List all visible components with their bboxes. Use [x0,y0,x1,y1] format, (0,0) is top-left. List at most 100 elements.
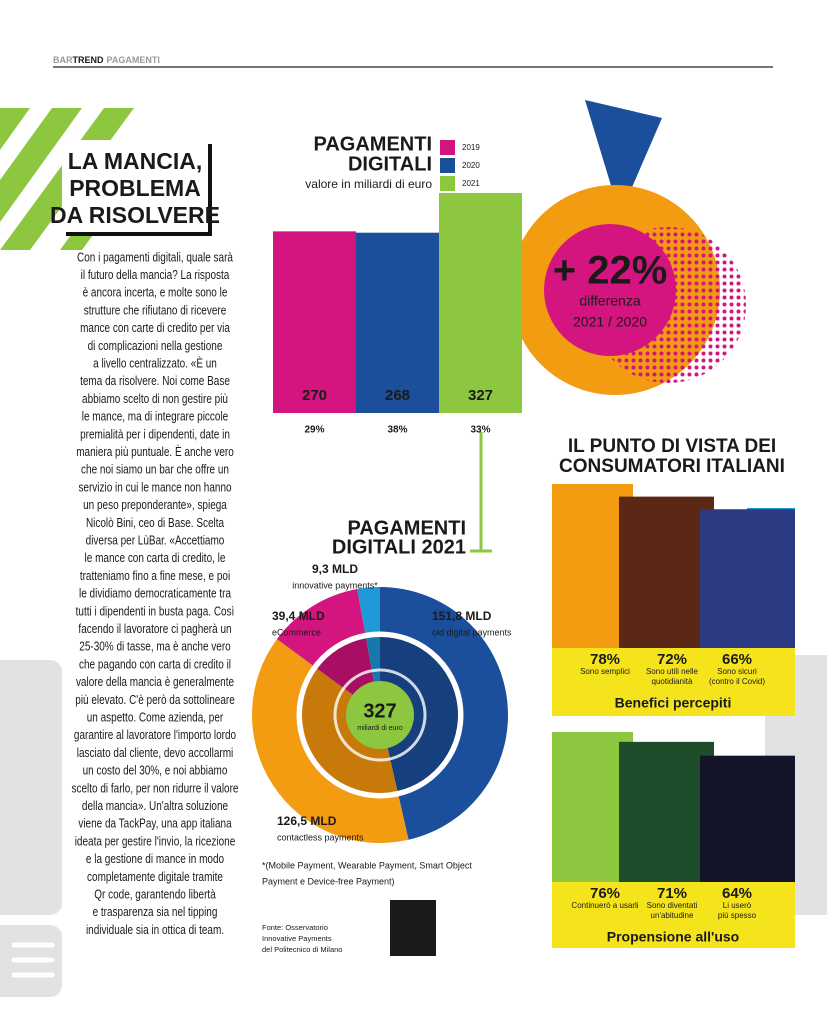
article-title: DA RISOLVERE [50,202,220,228]
body-line: 25-30% di tasse, ma è anche vero [79,641,230,654]
body-line: facendo il lavoratore ci pagherà un [78,623,231,636]
caption: quotidianità [652,677,693,686]
bar [439,193,522,413]
caption: Sono semplici [580,667,630,676]
page-number: 118 [395,904,430,930]
share-label: 29% [304,425,324,436]
value-label: 71% [657,885,687,902]
body-line: e la gestione di mance in modo [86,853,224,866]
body-line: strutture che rifiutano di ricevere [84,304,227,317]
callout-caption: 2021 / 2020 [573,314,647,330]
total-caption: miliardi di euro [357,725,403,732]
ring [296,631,464,799]
caption: Continuerò a usarli [571,901,638,910]
donut-segment [276,589,366,667]
segment-value: 151,8 MLD [432,609,492,623]
article-body: Con i pagamenti digitali, quale sarà il f… [72,251,239,937]
bar [619,496,714,648]
caption: Li userò [723,901,752,910]
source: Innovative Payments [262,934,332,943]
segment-value: 9,3 MLD [312,562,358,576]
body-line: garantire al lavoratore l'importo lordo [74,729,236,742]
chart-subtitle: valore in miliardi di euro [305,177,432,191]
value-label: 268 [385,387,410,404]
chart-title: PAGAMENTI [347,517,466,539]
body-line: più elevato. C'è però da sottolineare [75,694,234,707]
article-title: LA MANCIA, [68,148,203,174]
bar [273,231,356,413]
body-line: le mance con carta di credito, le [85,552,226,565]
center [346,681,414,749]
body-line: Con i pagamenti digitali, quale sarà [77,251,234,264]
page-box [390,900,436,956]
body-line: Nicolò Bini, ceo di Base. Scelta [86,517,225,530]
caption: Sono sicuri [717,667,757,676]
source: del Politecnico di Milano [262,945,342,954]
ring [333,668,427,762]
connector [470,432,492,553]
source: Fonte: Osservatorio [262,923,328,932]
body-line: diversa per LùBar. «Accettiamo [86,535,225,548]
donut-segment [380,587,509,840]
chart-title: DIGITALI [348,153,432,175]
body-line: tutti i dipendenti in busta paga. Così [76,605,235,618]
value-label: 78% [590,651,620,668]
caption: un'abitudine [651,911,694,920]
caption: Sono diventati [647,901,698,910]
callout-caption: differenza [579,293,640,309]
legend-swatch [440,140,455,155]
segment-label: old digital payments [432,627,512,637]
header-section: BAR [53,55,73,65]
body-line: della mancia». Un'altra soluzione [82,800,228,813]
caption: Sono utili nelle [646,667,699,676]
body-line: che pagando con carta di credito il [79,658,231,671]
side-tab [0,660,62,915]
total: 327 [363,700,396,722]
article-title: PROBLEMA [69,175,201,201]
legend-swatch [440,176,455,191]
donut-segment [357,587,380,635]
bar [619,741,714,882]
body-line: e trasparenza sia nel tipping [93,906,218,919]
header-topic: PAGAMENTI [107,55,160,65]
value-label: 270 [302,387,327,404]
label-box [552,882,795,948]
body-line: le mance, ma di integrare piccole [82,411,228,424]
legend-label: 2019 [462,143,480,152]
legend-swatch [440,158,455,173]
body-line: tratteniamo fino a fine mese, e poi [80,570,230,583]
body-line: le dividiamo democraticamente tra [79,588,232,601]
body-line: ideata per gestire l'invio, la ricezione [75,835,236,848]
caption: (contro il Covid) [709,677,765,686]
value-label: 327 [468,387,493,404]
chart-title: DIGITALI 2021 [332,536,466,558]
value-label: 66% [722,651,752,668]
box-title: Propensione all'uso [607,929,739,945]
issue: bg 08/22 [391,937,435,949]
bar [700,755,795,882]
body-line: che noi siamo un bar che offre un [81,464,229,477]
share-label: 38% [387,425,407,436]
share-label: 33% [470,425,490,436]
box-title: Benefici percepiti [615,695,732,711]
section-title: IL PUNTO DI VISTA DEI [568,436,776,457]
body-line: individuale sia in ottica di team. [86,924,224,937]
body-line: a livello centralizzato. «È un [93,356,217,370]
body-line: un peso preponderante», spiega [83,499,227,512]
body-line: di complicazioni nella gestione [88,340,223,353]
body-line: completamente digitale tramite [87,871,223,884]
menu-icon [11,942,55,978]
segment-label: eCommerce [272,627,321,637]
inner-segment [301,668,398,794]
value-label: 64% [722,885,752,902]
chart-title: PAGAMENTI [313,133,432,155]
body-line: lasciato dal cliente, devo accollarmi [77,747,233,760]
bar [700,509,795,648]
body-line: maniera più puntuale. È anche vero [76,445,234,459]
legend-label: 2020 [462,161,480,170]
segment-value: 39,4 MLD [272,609,325,623]
callout-value: + 22% [553,249,668,293]
body-line: premialità per i dipendenti, date in [80,428,230,441]
